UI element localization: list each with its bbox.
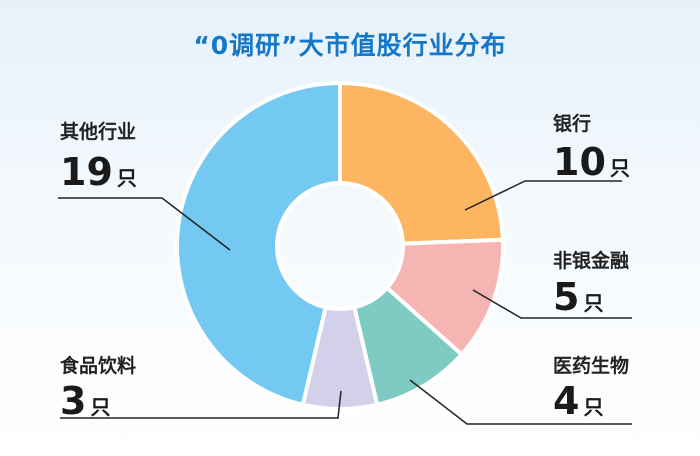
slice-unit-4: 只 [117,166,137,190]
slice-label-0: 银行 [553,112,591,135]
leader-line-3 [60,390,342,419]
slice-label-2: 医药生物 [553,354,629,377]
leader-line-1 [472,289,632,319]
slice-unit-3: 只 [90,395,110,419]
slice-value-0: 10 只 [553,140,630,184]
slice-0 [338,81,505,246]
slice-4 [175,81,342,407]
leader-line-2 [409,379,632,425]
leader-line-4 [58,197,231,251]
slice-label-4: 其他行业 [60,120,136,143]
slice-unit-1: 只 [583,291,603,315]
leader-line-0 [464,180,622,211]
slice-unit-2: 只 [583,395,603,419]
slice-value-4: 19 只 [60,150,137,194]
slice-label-1: 非银金融 [553,249,629,272]
slice-unit-0: 只 [610,156,630,180]
chart-title: “0调研”大市值股行业分布 [193,31,507,60]
slice-label-3: 食品饮料 [60,354,136,377]
